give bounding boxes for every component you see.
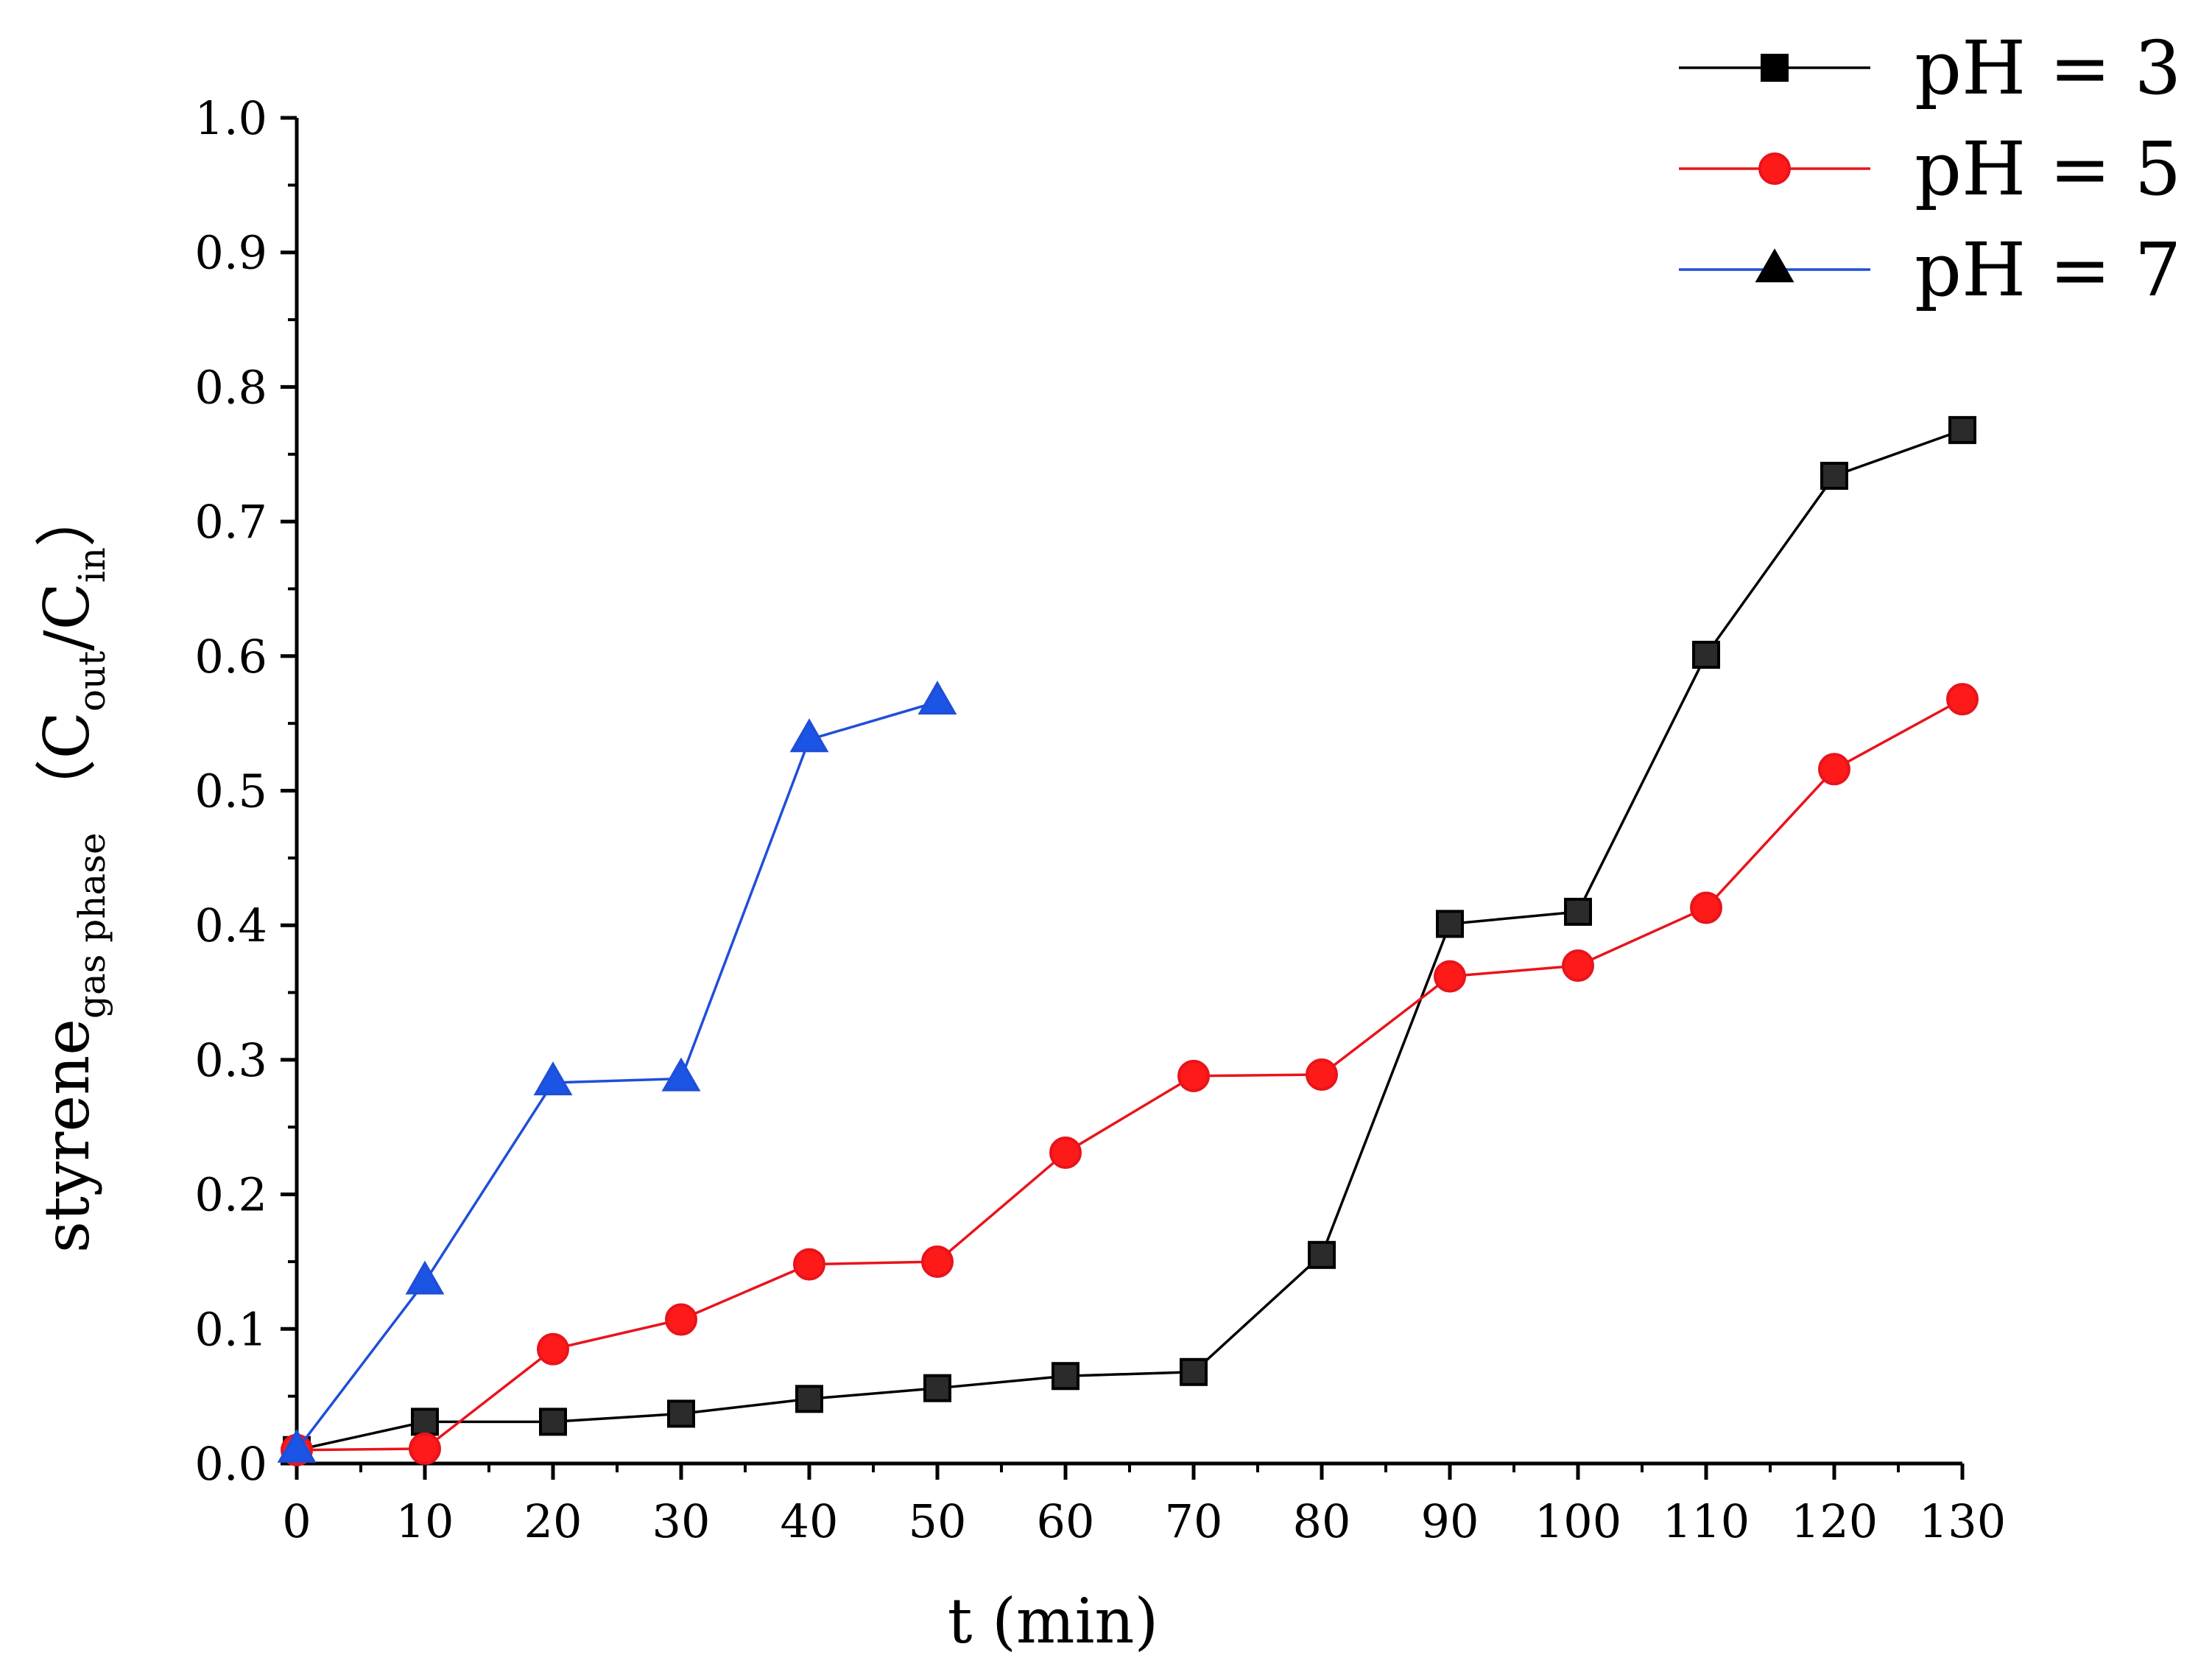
data-point	[1180, 1357, 1208, 1386]
y-tick-label: 0.7	[194, 495, 267, 549]
data-point	[1818, 753, 1850, 786]
x-tick-label: 40	[781, 1494, 839, 1548]
x-tick-label: 0	[282, 1494, 311, 1548]
data-point	[1948, 415, 1976, 444]
y-tick-label: 1.0	[194, 91, 267, 145]
data-point	[1052, 1362, 1079, 1391]
y-tick-label: 0.2	[194, 1168, 267, 1222]
data-point	[921, 1245, 954, 1278]
x-tick-label: 100	[1535, 1494, 1621, 1548]
data-point	[1049, 1136, 1082, 1169]
x-tick-label: 120	[1791, 1494, 1878, 1548]
data-point	[533, 1061, 573, 1096]
y-axis-title-main: styrene	[31, 1019, 103, 1253]
legend-marker	[1755, 248, 1794, 283]
data-point	[405, 1260, 445, 1295]
y-tick-label: 0.0	[194, 1437, 267, 1491]
y-tick-label: 0.5	[194, 765, 267, 818]
y-tick-label: 0.9	[194, 226, 267, 280]
x-tick-label: 130	[1919, 1494, 2006, 1548]
data-point	[1690, 891, 1722, 924]
y-axis-title-slash: /C	[31, 583, 103, 651]
data-point	[537, 1332, 569, 1366]
data-point	[1946, 683, 1979, 716]
data-point	[277, 1428, 317, 1463]
series-3	[277, 681, 957, 1463]
legend-label: pH = 3	[1915, 25, 2181, 111]
plot-area	[277, 415, 1979, 1466]
legend-label: pH = 5	[1915, 126, 2181, 212]
data-point	[1562, 949, 1594, 983]
data-point	[409, 1432, 441, 1465]
series-line	[295, 700, 938, 1451]
x-axis-title: t (min)	[948, 1585, 1159, 1657]
data-point	[411, 1408, 439, 1436]
data-point	[793, 1248, 825, 1281]
x-tick-label: 80	[1293, 1494, 1351, 1548]
x-tick-label: 110	[1663, 1494, 1750, 1548]
axes: 0.0 0.1 0.2 0.3 0.4 0.5 0.6 0.7 0.8 0.9 1.0 0 10 20 30…	[194, 91, 2006, 1548]
data-point	[795, 1385, 823, 1413]
data-point	[539, 1408, 567, 1436]
x-tick-label: 20	[524, 1494, 582, 1548]
data-point	[665, 1303, 697, 1336]
y-tick-label: 0.6	[194, 630, 267, 684]
x-tick-label: 90	[1421, 1494, 1479, 1548]
series-line	[296, 698, 1963, 1452]
data-point	[1436, 910, 1464, 938]
y-axis-title: styrenegas phase （Cout/Cin）	[31, 485, 113, 1253]
legend-marker	[1758, 152, 1791, 185]
y-tick-label: 0.4	[194, 899, 267, 952]
data-point	[1434, 960, 1466, 993]
y-axis-title-paren-open: （C	[31, 711, 103, 821]
y-axis-title-paren-close: ）	[31, 485, 103, 547]
y-tick-label: 0.1	[194, 1302, 267, 1356]
legend-item: pH = 3	[1679, 25, 2181, 111]
legend: pH = 3 pH = 5 pH = 7	[1679, 25, 2181, 313]
data-point	[1564, 897, 1592, 926]
data-point	[789, 718, 829, 753]
legend-item: pH = 5	[1679, 126, 2181, 212]
data-point	[923, 1374, 951, 1402]
x-tick-label: 70	[1165, 1494, 1223, 1548]
y-tick-label: 0.8	[194, 360, 267, 414]
data-point	[667, 1399, 695, 1428]
data-point	[1306, 1058, 1338, 1091]
x-tick-label: 50	[909, 1494, 967, 1548]
legend-item: pH = 7	[1679, 227, 2181, 313]
y-axis-title-out-subscript: out	[71, 651, 113, 711]
series-2	[281, 683, 1979, 1466]
legend-label: pH = 7	[1915, 227, 2181, 313]
data-point	[917, 681, 957, 715]
y-axis-title-in-subscript: in	[71, 547, 113, 583]
series-1	[283, 415, 1976, 1464]
data-point	[1692, 640, 1720, 669]
data-point	[1820, 461, 1848, 490]
series-line	[296, 429, 1963, 1452]
x-tick-label: 60	[1037, 1494, 1095, 1548]
data-point	[661, 1057, 701, 1092]
x-tick-label: 30	[652, 1494, 711, 1548]
data-point	[1177, 1059, 1210, 1092]
y-tick-label: 0.3	[194, 1033, 267, 1087]
data-point	[1308, 1240, 1336, 1269]
y-axis-title-subscript: gas phase	[71, 832, 113, 1019]
legend-marker	[1761, 54, 1789, 82]
x-tick-label: 10	[396, 1494, 454, 1548]
